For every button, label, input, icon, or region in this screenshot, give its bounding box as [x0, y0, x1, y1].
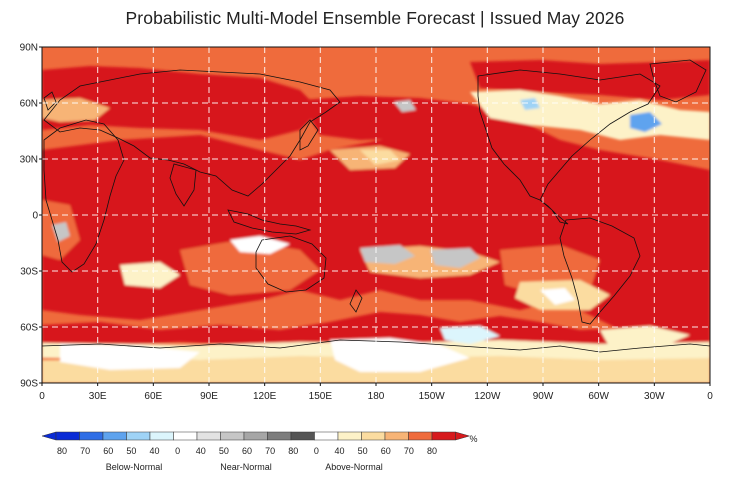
legend-category-above: Above-Normal [325, 462, 383, 472]
lon-tick-label: 180 [368, 391, 385, 402]
longitude-axis: 0 30E 60E 90E 120E 150E 180 150W 120W 90W 60W 30W 0 [39, 383, 713, 402]
legend-tick-label: 40 [334, 446, 344, 456]
coast-india [169, 163, 197, 207]
coast-japan [299, 119, 319, 151]
legend-tick-label: 40 [149, 446, 159, 456]
legend-swatch [337, 431, 362, 441]
coast-australia [255, 235, 327, 293]
field-neutral-antarctica-b [330, 338, 470, 372]
field-neutral-southatlantic [540, 288, 575, 305]
legend-tick-label: 60 [381, 446, 391, 456]
coast-uk [43, 91, 57, 111]
coast-indonesia [227, 209, 312, 235]
lon-tick-label: 90W [533, 391, 554, 402]
legend-swatch [126, 431, 151, 441]
coast-south-america [559, 217, 641, 325]
legend-swatch [173, 431, 198, 441]
lon-tick-label: 150W [419, 391, 446, 402]
legend-tick-label: 50 [219, 446, 229, 456]
legend-tick-label: 50 [126, 446, 136, 456]
coast-greenland [649, 59, 707, 103]
legend-tick-label: 0 [175, 446, 180, 456]
field-neutral-antarctica-a [60, 344, 200, 370]
field-below-normal-antarctic [440, 326, 500, 344]
legend-tick-label: 80 [288, 446, 298, 456]
legend-swatch [243, 431, 268, 441]
lat-tick-label: 60N [20, 99, 38, 110]
field-near-normal-1 [360, 245, 415, 264]
lon-tick-label: 60W [588, 391, 609, 402]
lat-tick-label: 60S [20, 323, 38, 334]
legend-swatch [384, 431, 409, 441]
legend-tick-label: 70 [404, 446, 414, 456]
coast-central-america [539, 199, 569, 225]
legend-colorbar [41, 431, 471, 441]
field-near-normal-4 [394, 100, 416, 112]
field-50-north-pacific [360, 150, 400, 165]
coast-africa [43, 119, 125, 273]
lon-tick-label: 150E [309, 391, 333, 402]
legend-tick-label: 70 [265, 446, 275, 456]
field-below-normal-arctic [520, 98, 540, 110]
legend-tick-label: 0 [314, 446, 319, 456]
legend-unit: % [470, 434, 478, 444]
field-neutral-tropical [230, 236, 290, 254]
legend-category-near: Near-Normal [220, 462, 272, 472]
legend-swatch [102, 431, 127, 441]
legend-swatch [55, 431, 80, 441]
legend-tick-label: 40 [196, 446, 206, 456]
field-50-north-africa [42, 98, 110, 122]
legend-arrow-right [455, 431, 471, 441]
field-40-india-ocean [120, 262, 180, 288]
legend-tick-label: 60 [242, 446, 252, 456]
legend-swatch [149, 431, 174, 441]
legend-tick-label: 60 [103, 446, 113, 456]
legend-swatch [314, 431, 339, 441]
coast-eurasia [43, 69, 341, 197]
legend-swatch [267, 431, 292, 441]
legend-tick-label: 80 [57, 446, 67, 456]
lat-tick-label: 0 [32, 211, 38, 222]
lon-tick-label: 30E [89, 391, 107, 402]
lat-tick-label: 90N [20, 43, 38, 54]
field-near-normal-2 [430, 248, 480, 268]
legend-swatch [290, 431, 315, 441]
field-arctic-80 [470, 60, 710, 100]
field-near-normal-3 [52, 222, 70, 242]
legend-tick-label: 80 [427, 446, 437, 456]
lat-tick-label: 90S [20, 379, 38, 390]
latitude-axis: 90N 60N 30N 0 30S 60S 90S [20, 43, 42, 390]
forecast-map: 90N 60N 30N 0 30S 60S 90S 0 30E 60E 90E 120E 150E 18… [20, 43, 714, 403]
field-70-a [180, 240, 320, 295]
legend-arrow-left [41, 431, 57, 441]
legend-swatch [220, 431, 245, 441]
legend-swatch [431, 431, 456, 441]
map-title: Probabilistic Multi-Model Ensemble Forec… [125, 8, 625, 28]
legend-swatch [361, 431, 386, 441]
lon-tick-label: 90E [200, 391, 218, 402]
lat-tick-label: 30S [20, 267, 38, 278]
legend-swatch [408, 431, 433, 441]
coast-antarctica [42, 339, 710, 353]
coast-north-america [477, 69, 661, 201]
lon-tick-label: 0 [39, 391, 45, 402]
legend-tick-label: 70 [80, 446, 90, 456]
lon-tick-label: 30W [644, 391, 665, 402]
legend-category-below: Below-Normal [106, 462, 163, 472]
field-north-pacific-80 [300, 96, 500, 140]
coastlines [42, 59, 710, 353]
legend-tick-labels: 80 70 60 50 40 0 40 50 60 70 80 0 40 50 60 70 80 [57, 446, 437, 456]
lon-tick-label: 120E [253, 391, 277, 402]
lat-tick-label: 30N [20, 155, 38, 166]
field-40-southatlantic [600, 326, 690, 348]
lon-tick-label: 60E [144, 391, 162, 402]
field-eurasia-80 [42, 66, 320, 140]
legend-tick-label: 50 [358, 446, 368, 456]
legend-swatch [79, 431, 104, 441]
lon-tick-label: 0 [707, 391, 713, 402]
coast-new-zealand [349, 289, 363, 313]
graticule [42, 47, 710, 383]
lon-tick-label: 120W [474, 391, 501, 402]
legend-swatch [196, 431, 221, 441]
